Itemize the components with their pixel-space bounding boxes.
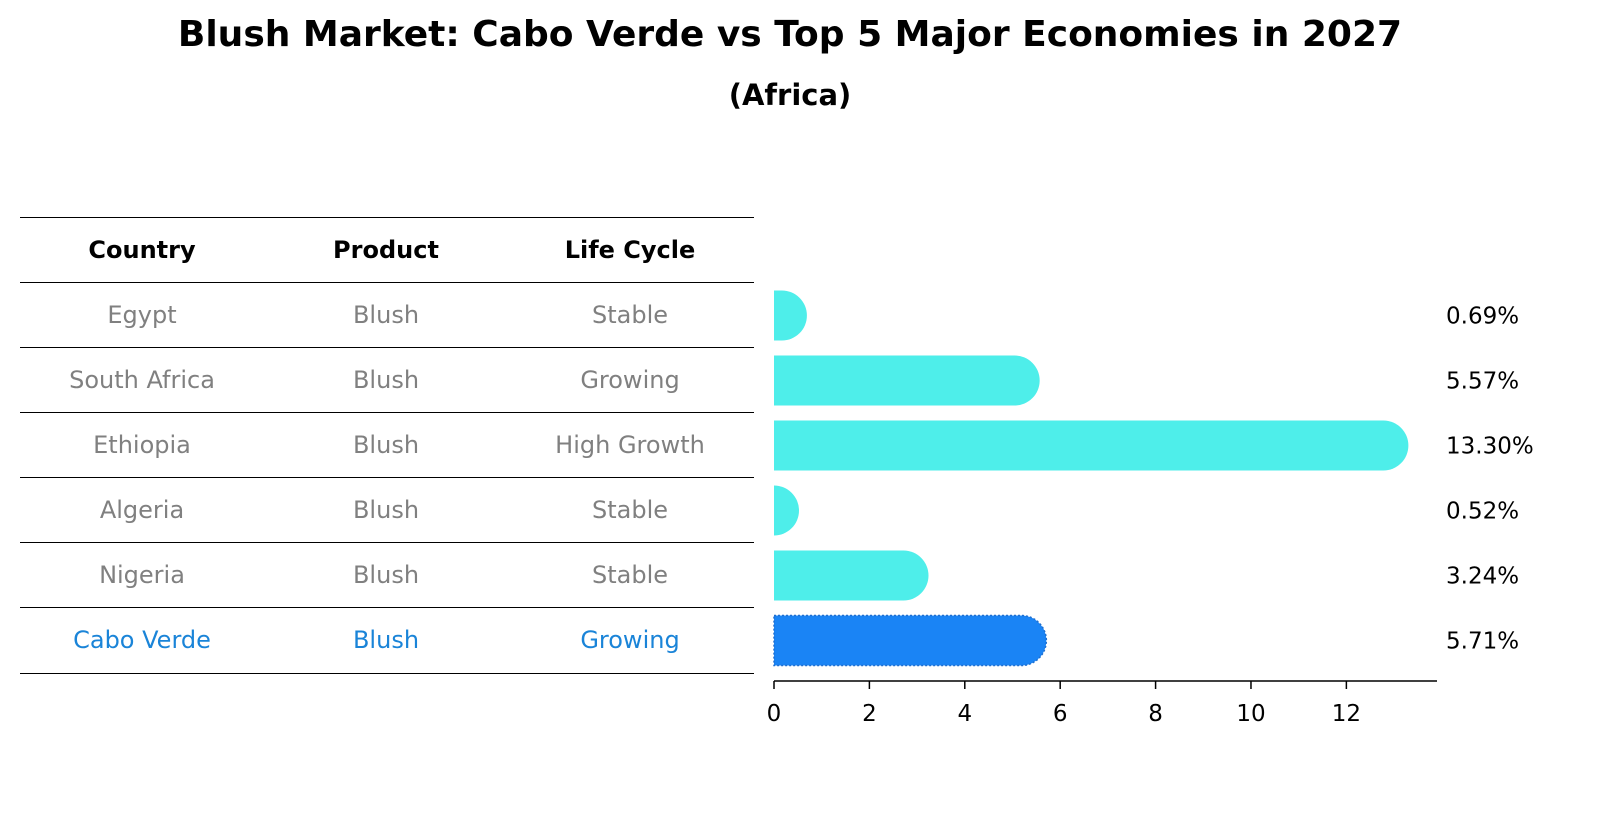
cell-product: Blush: [352, 626, 420, 655]
table-row: Nigeria Blush Stable: [20, 542, 754, 607]
x-tick-label: 4: [957, 701, 972, 727]
table-row-highlighted: Cabo Verde Blush Growing: [20, 607, 754, 674]
x-tick-label: 10: [1236, 701, 1265, 727]
x-tick-label: 12: [1332, 701, 1361, 727]
cell-product: Blush: [352, 496, 420, 524]
value-label-ethiopia: 13.30%: [1446, 434, 1534, 460]
data-table: Country Product Life Cycle Egypt Blush S…: [20, 217, 754, 674]
cell-country: Algeria: [99, 496, 185, 524]
chart-subtitle: (Africa): [728, 78, 852, 112]
cell-product: Blush: [352, 431, 420, 459]
chart-title: Blush Market: Cabo Verde vs Top 5 Major …: [177, 14, 1403, 55]
cell-life-cycle: High Growth: [555, 431, 705, 459]
cell-country: South Africa: [69, 366, 215, 394]
bar-egypt: [774, 290, 807, 341]
cell-product: Blush: [352, 366, 420, 394]
value-label-egypt: 0.69%: [1446, 304, 1519, 330]
bar-ethiopia: [774, 420, 1409, 471]
cell-life-cycle: Growing: [580, 626, 680, 655]
header-life-cycle: Life Cycle: [564, 236, 696, 264]
cell-country: Cabo Verde: [73, 626, 211, 655]
header-product: Product: [333, 236, 439, 264]
x-tick-label: 2: [862, 701, 877, 727]
value-label-nigeria: 3.24%: [1446, 564, 1519, 590]
header-country: Country: [88, 236, 196, 264]
bar-algeria: [774, 485, 799, 536]
table-row: Ethiopia Blush High Growth: [20, 412, 754, 477]
cell-life-cycle: Stable: [591, 301, 669, 329]
bar-highlight-outline: [773, 614, 1048, 667]
table-row: Algeria Blush Stable: [20, 477, 754, 542]
value-label-south-africa: 5.57%: [1446, 369, 1519, 395]
cell-product: Blush: [352, 561, 420, 589]
table-row: Egypt Blush Stable: [20, 282, 754, 347]
value-label-algeria: 0.52%: [1446, 499, 1519, 525]
bar-south-africa: [774, 355, 1040, 406]
x-tick-label: 6: [1053, 701, 1068, 727]
cell-country: Ethiopia: [93, 431, 191, 459]
cell-country: Egypt: [107, 301, 177, 329]
cell-life-cycle: Stable: [591, 561, 669, 589]
cell-product: Blush: [352, 301, 420, 329]
table-header-row: Country Product Life Cycle: [20, 217, 754, 282]
bar-cabo-verde: [774, 615, 1047, 666]
bar-nigeria: [774, 550, 929, 601]
x-tick-label: 0: [767, 701, 782, 727]
cell-life-cycle: Growing: [580, 366, 680, 394]
cell-country: Nigeria: [99, 561, 185, 589]
cell-life-cycle: Stable: [591, 496, 669, 524]
table-row: South Africa Blush Growing: [20, 347, 754, 412]
value-label-cabo-verde: 5.71%: [1446, 629, 1519, 655]
x-tick-label: 8: [1148, 701, 1163, 727]
